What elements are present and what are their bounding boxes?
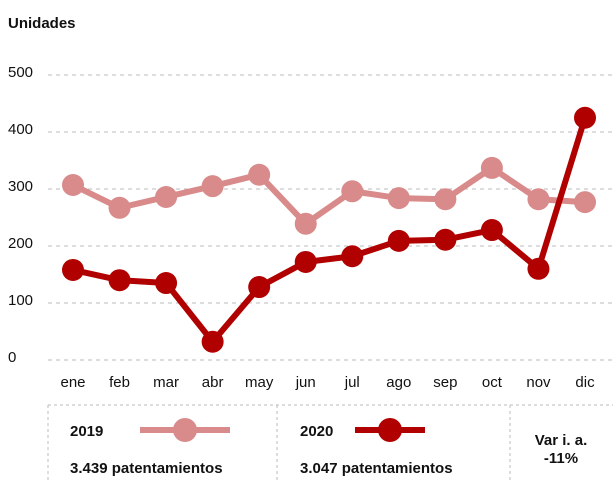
point: [527, 257, 550, 280]
x-tick-label: ago: [386, 374, 411, 391]
point: [201, 330, 224, 353]
point: [387, 187, 410, 210]
legend-box: [47, 404, 613, 481]
point: [62, 174, 84, 197]
point: [294, 250, 317, 273]
point: [574, 191, 596, 214]
point: [201, 175, 224, 198]
x-tick-label: sep: [433, 374, 457, 391]
x-tick-label: abr: [202, 374, 224, 391]
variation-label: Var i. a.: [535, 432, 588, 449]
point: [341, 245, 364, 268]
y-tick-label: 400: [8, 121, 33, 138]
x-tick-label: mar: [153, 374, 179, 391]
point: [248, 163, 271, 186]
point: [108, 269, 131, 292]
point: [434, 228, 457, 251]
y-tick-label: 300: [8, 178, 33, 195]
point: [155, 272, 178, 295]
point: [387, 229, 410, 252]
x-tick-label: jun: [295, 374, 316, 391]
y-tick-label: 500: [8, 64, 33, 81]
point: [574, 106, 596, 129]
y-axis-label: Unidades: [8, 15, 76, 32]
x-tick-label: may: [245, 374, 274, 391]
point: [480, 156, 503, 179]
legend-swatch: [378, 418, 402, 442]
point: [527, 188, 550, 211]
series-line: [72, 116, 588, 345]
x-tick-label: feb: [109, 374, 130, 391]
point: [341, 180, 364, 203]
x-tick-label: jul: [344, 374, 360, 391]
y-tick-label: 0: [8, 349, 16, 366]
legend-label: 2020: [300, 423, 333, 440]
legend-label: 2019: [70, 423, 103, 440]
legend-total: 3.047 patentamientos: [300, 460, 453, 477]
point: [62, 258, 84, 281]
y-tick-label: 200: [8, 235, 33, 252]
legend-total: 3.439 patentamientos: [70, 460, 223, 477]
point: [434, 188, 457, 211]
series-line: [71, 164, 586, 227]
point: [108, 196, 131, 219]
point: [248, 276, 271, 299]
point: [480, 219, 503, 242]
x-tick-label: ene: [60, 374, 85, 391]
point: [155, 185, 178, 208]
x-tick-label: oct: [482, 374, 503, 391]
y-tick-label: 100: [8, 292, 33, 309]
x-tick-label: dic: [575, 374, 595, 391]
x-tick-label: nov: [526, 374, 551, 391]
variation-value: -11%: [544, 450, 578, 467]
legend-swatch: [173, 418, 197, 442]
point: [294, 212, 317, 235]
